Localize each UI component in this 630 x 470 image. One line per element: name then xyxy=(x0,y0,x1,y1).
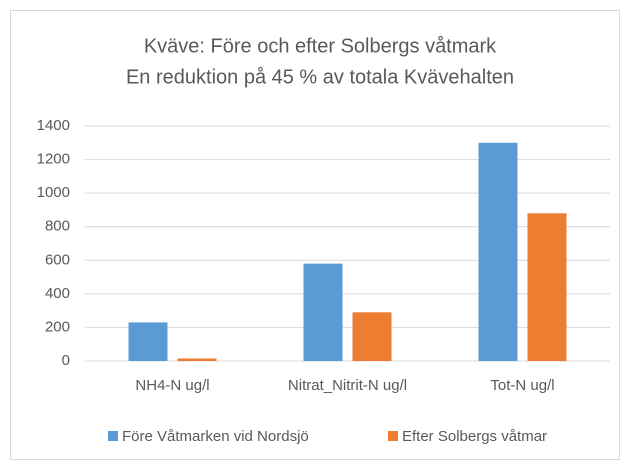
y-tick-label: 800 xyxy=(45,218,70,235)
x-tick-label: Tot-N ug/l xyxy=(490,377,554,394)
chart-title: Kväve: Före och efter Solbergs våtmark xyxy=(144,35,497,57)
x-tick-label: NH4-N ug/l xyxy=(135,377,209,394)
bar xyxy=(128,322,168,361)
y-tick-label: 1400 xyxy=(37,117,70,134)
legend-swatch xyxy=(108,431,118,441)
bar xyxy=(352,312,392,361)
y-tick-label: 400 xyxy=(45,285,70,302)
bar xyxy=(478,142,518,361)
chart-border xyxy=(10,10,620,460)
bar xyxy=(527,213,567,361)
y-tick-label: 1200 xyxy=(37,151,70,168)
legend-label: Före Våtmarken vid Nordsjö xyxy=(122,428,309,445)
legend-label: Efter Solbergs våtmar xyxy=(402,428,547,445)
chart-subtitle: En reduktion på 45 % av totala Kvävehalt… xyxy=(126,66,514,88)
x-tick-label: Nitrat_Nitrit-N ug/l xyxy=(288,377,407,394)
bar xyxy=(303,263,343,361)
legend-swatch xyxy=(388,431,398,441)
y-tick-label: 1000 xyxy=(37,184,70,201)
y-tick-label: 0 xyxy=(62,352,70,369)
bar xyxy=(177,358,217,361)
y-tick-label: 200 xyxy=(45,318,70,335)
y-tick-label: 600 xyxy=(45,251,70,268)
